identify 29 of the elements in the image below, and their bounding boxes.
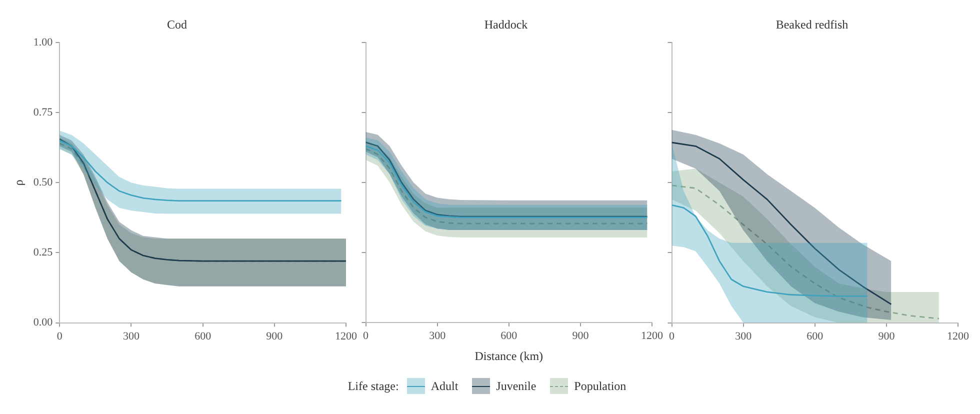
x-tick-label: 900 [878, 330, 896, 342]
x-axis-title: Distance (km) [474, 348, 544, 363]
legend-title: Life stage: [348, 378, 399, 394]
x-tick-label: 600 [500, 330, 518, 342]
x-tick-label: 600 [806, 330, 824, 342]
x-tick-label: 900 [266, 330, 284, 342]
chart-title: Haddock [484, 17, 528, 32]
legend-label: Population [574, 378, 626, 394]
x-tick-label: 600 [194, 330, 212, 342]
x-tick-label: 1200 [641, 330, 664, 342]
chart-title: Cod [166, 17, 188, 32]
x-tick-label: 0 [669, 330, 675, 342]
y-tick-label: 0.50 [33, 176, 54, 188]
y-axis-title: ρ [11, 180, 26, 186]
y-tick-label: 0.75 [33, 106, 54, 118]
y-tick-label: 0.00 [33, 316, 54, 329]
x-tick-label: 300 [735, 330, 752, 342]
x-tick-label: 300 [122, 330, 140, 342]
legend-label: Juvenile [496, 378, 536, 394]
chart-title: Beaked redfish [776, 17, 848, 32]
legend-label: Adult [430, 378, 458, 394]
x-tick-label: 1200 [335, 330, 358, 342]
y-tick-label: 0.25 [33, 246, 54, 259]
x-tick-label: 900 [572, 330, 590, 342]
x-tick-label: 1200 [947, 330, 970, 342]
x-tick-label: 0 [56, 330, 63, 342]
y-tick-label: 1.00 [33, 36, 54, 48]
x-tick-label: 0 [363, 330, 369, 342]
x-tick-label: 300 [429, 330, 446, 342]
